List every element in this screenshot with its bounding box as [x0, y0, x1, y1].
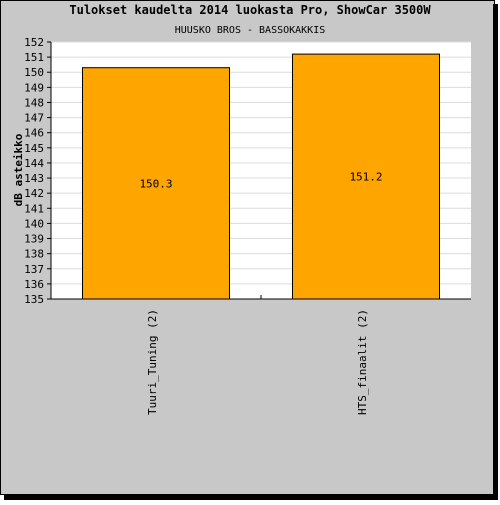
bar: [292, 53, 440, 300]
y-tick-label: 137: [24, 263, 44, 276]
bars-group: [82, 53, 440, 300]
y-tick-labels: 135 136 137 138 139 140 141 142 143 144 145 146 147 1…: [24, 36, 51, 306]
y-axis-label: dB asteikko: [12, 133, 25, 206]
bar-value-label: 151.2: [349, 171, 382, 184]
bar-value-label: 150.3: [139, 177, 172, 190]
y-tick-label: 151: [24, 51, 44, 64]
y-tick-label: 144: [24, 157, 44, 170]
chart-title: Tulokset kaudelta 2014 luokasta Pro, Sho…: [69, 3, 431, 17]
y-tick-label: 146: [24, 127, 44, 140]
y-tick-label: 145: [24, 142, 44, 155]
x-tick-label: Tuuri_Tuning (2): [146, 309, 159, 415]
x-tick-labels: Tuuri_Tuning (2) HTS_finaalit (2): [146, 295, 369, 415]
y-tick-label: 138: [24, 248, 44, 261]
bar-value-labels: 150.3 151.2: [139, 171, 382, 191]
y-tick-label: 139: [24, 233, 44, 246]
y-tick-label: 136: [24, 278, 44, 291]
y-tick-label: 141: [24, 202, 44, 215]
y-tick-label: 147: [24, 112, 44, 125]
x-tick-label: HTS_finaalit (2): [356, 309, 369, 415]
y-tick-label: 150: [24, 66, 44, 79]
y-tick-label: 135: [24, 293, 44, 306]
chart-subtitle: HUUSKO BROS - BASSOKAKKIS: [175, 25, 326, 36]
y-tick-label: 149: [24, 81, 44, 94]
y-tick-label: 152: [24, 36, 44, 49]
y-tick-label: 140: [24, 217, 44, 230]
y-tick-label: 142: [24, 187, 44, 200]
y-tick-label: 143: [24, 172, 44, 185]
y-tick-label: 148: [24, 96, 44, 109]
